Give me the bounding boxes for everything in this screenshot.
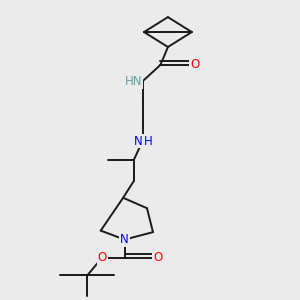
Text: O: O [190,58,200,71]
Text: N: N [134,134,142,148]
Text: H: H [144,134,153,148]
Text: O: O [153,251,162,264]
Text: N: N [120,233,129,246]
Text: O: O [98,251,107,264]
Text: HN: HN [125,75,142,88]
